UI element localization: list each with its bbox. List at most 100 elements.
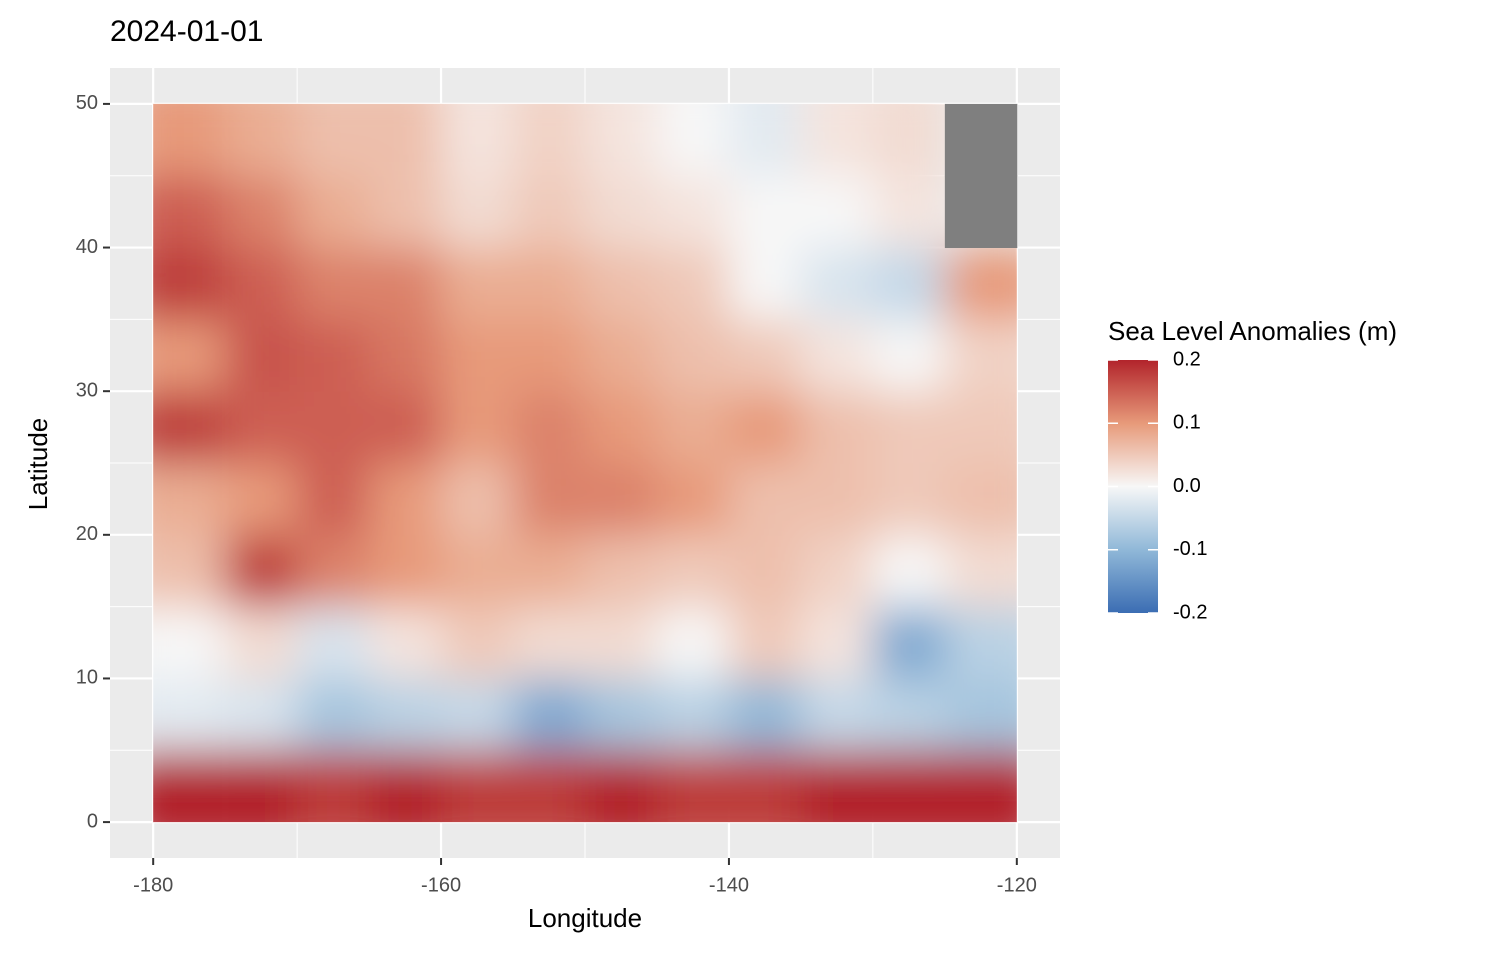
heat-cell (872, 319, 946, 392)
na-cell (944, 103, 1018, 177)
heat-cell (585, 606, 658, 679)
heat-cell (297, 247, 370, 320)
heat-cell (728, 606, 802, 679)
heat-cell (656, 319, 730, 392)
y-tick-label: 30 (76, 379, 98, 401)
heat-cell (513, 534, 586, 608)
heat-cell (585, 391, 658, 464)
heat-cell (369, 750, 442, 823)
heat-cell (441, 247, 514, 320)
heat-cell (225, 247, 298, 320)
heat-cell (656, 175, 730, 249)
heat-cell (944, 750, 1017, 823)
heat-cell (656, 103, 730, 176)
heat-cell (656, 606, 730, 679)
heat-cell (441, 391, 514, 464)
heat-cell (441, 463, 514, 536)
heat-cell (369, 463, 442, 536)
chart-title: 2024-01-01 (110, 15, 263, 48)
legend-tick-label: 0.2 (1173, 348, 1201, 370)
heat-cell (656, 678, 730, 751)
heat-cell (585, 247, 658, 320)
heat-cell (656, 534, 730, 608)
heat-cell (800, 463, 874, 536)
heat-cell (153, 247, 226, 320)
heat-cell (153, 678, 226, 751)
heat-cell (225, 175, 298, 249)
heat-cell (872, 175, 946, 249)
heat-cell (944, 534, 1017, 608)
heat-cell (153, 606, 226, 679)
heat-cell (441, 534, 514, 608)
heat-cell (872, 247, 946, 320)
heat-cell (297, 606, 370, 679)
heat-cell (800, 750, 874, 823)
legend-tick-label: 0.0 (1173, 475, 1201, 497)
heat-cell (441, 606, 514, 679)
x-tick-label: -160 (421, 874, 461, 896)
y-axis-title: Latitude (23, 418, 53, 511)
heat-cell (297, 103, 370, 176)
heat-cell (225, 463, 298, 536)
heat-cell (369, 319, 442, 392)
heat-cell (297, 463, 370, 536)
y-tick-label: 20 (76, 523, 98, 545)
heat-cell (297, 534, 370, 608)
heat-cell (369, 678, 442, 751)
heat-cell (513, 678, 586, 751)
heat-cell (585, 463, 658, 536)
heat-cell (441, 175, 514, 249)
heat-cell (728, 175, 802, 249)
heat-cell (153, 391, 226, 464)
legend-tick-label: 0.1 (1173, 412, 1201, 434)
legend-tick-label: -0.1 (1173, 538, 1207, 560)
heat-cell (153, 534, 226, 608)
x-axis-title: Longitude (528, 903, 642, 933)
heat-cell (513, 247, 586, 320)
heat-cell (441, 678, 514, 751)
heat-cell (728, 534, 802, 608)
heat-cell (656, 391, 730, 464)
heat-cell (944, 606, 1017, 679)
heat-cell (153, 175, 226, 249)
heat-cell (369, 391, 442, 464)
heat-cell (800, 678, 874, 751)
heat-cell (800, 534, 874, 608)
heat-cell (585, 319, 658, 392)
heat-cell (297, 750, 370, 823)
heat-cell (225, 678, 298, 751)
heat-cell (728, 247, 802, 320)
heat-cell (297, 678, 370, 751)
y-tick-label: 10 (76, 667, 98, 689)
heat-cell (944, 319, 1017, 392)
heat-cell (872, 606, 946, 679)
heat-cell (441, 103, 514, 176)
heat-cell (513, 606, 586, 679)
heat-cell (656, 463, 730, 536)
heat-cell (369, 606, 442, 679)
heat-cell (872, 534, 946, 608)
heat-cell (944, 391, 1017, 464)
heat-cell (872, 750, 946, 823)
heat-cell (585, 175, 658, 249)
heat-cell (728, 103, 802, 176)
heat-cell (800, 247, 874, 320)
heat-cell (153, 750, 226, 823)
heat-cell (297, 175, 370, 249)
heat-cell (872, 678, 946, 751)
x-tick-label: -140 (709, 874, 749, 896)
heat-cell (872, 103, 946, 176)
heat-cell (369, 103, 442, 176)
heat-cell (153, 319, 226, 392)
y-tick-label: 40 (76, 236, 98, 258)
heat-cell (585, 750, 658, 823)
heat-cell (513, 175, 586, 249)
legend-title: Sea Level Anomalies (m) (1108, 316, 1397, 346)
legend-tick-label: -0.2 (1173, 601, 1207, 623)
heat-cell (513, 103, 586, 176)
heat-cell (153, 103, 226, 176)
heat-cell (656, 750, 730, 823)
heat-cell (728, 463, 802, 536)
x-tick-label: -120 (997, 874, 1037, 896)
heat-cell (297, 391, 370, 464)
